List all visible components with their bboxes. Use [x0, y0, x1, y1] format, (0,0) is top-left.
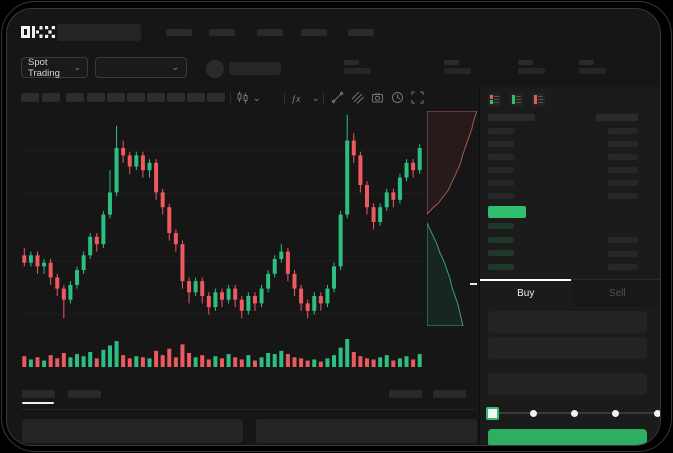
timeframe-placeholder	[42, 93, 60, 102]
chevron-down-icon: ⌄	[73, 62, 81, 72]
timeframe-placeholder	[207, 93, 225, 102]
bottom-tab[interactable]	[68, 390, 101, 398]
candle-type-icon[interactable]	[236, 91, 249, 104]
timeframe-placeholder	[107, 93, 125, 102]
nav-item-placeholder	[257, 29, 283, 36]
trendline-icon[interactable]	[331, 91, 344, 104]
bid-amount-placeholder	[608, 264, 638, 270]
pair-logo-avatar	[206, 60, 224, 78]
market-type-label: Spot Trading	[28, 56, 60, 79]
slider-handle[interactable]	[485, 407, 499, 420]
ask-amount-placeholder	[608, 141, 638, 147]
timeframe-placeholder	[66, 93, 84, 102]
chevron-down-icon[interactable]: ⌄	[312, 93, 320, 103]
bid-amount-placeholder	[608, 237, 638, 243]
okx-logo	[21, 23, 55, 41]
stat-value-placeholder	[344, 68, 371, 74]
buy-submit-button[interactable]	[488, 429, 647, 445]
chevron-down-icon: ⌄	[171, 62, 179, 72]
tab-sell[interactable]: Sell	[571, 280, 660, 307]
book-bids-icon[interactable]	[510, 93, 523, 106]
timeframe-placeholder	[127, 93, 145, 102]
nav-item-placeholder	[301, 29, 327, 36]
ask-row-placeholder	[488, 154, 514, 160]
stat-value-placeholder	[579, 68, 606, 74]
indicator-fx-icon[interactable]: ƒx	[291, 94, 301, 104]
timeframe-placeholder	[187, 93, 205, 102]
nav-item-placeholder	[166, 29, 192, 36]
ask-row-placeholder	[488, 167, 514, 173]
bottom-tab-active[interactable]	[22, 390, 55, 398]
ask-row-placeholder	[488, 180, 514, 186]
depth-overlay	[427, 111, 477, 326]
bid-row-placeholder	[488, 250, 514, 256]
stat-value-placeholder	[444, 68, 471, 74]
trade-panel: Buy Sell	[479, 87, 660, 445]
compare-icon[interactable]	[351, 91, 364, 104]
timeframe-placeholder	[87, 93, 105, 102]
bottom-panel-placeholder	[256, 419, 477, 443]
ask-row-placeholder	[488, 128, 514, 134]
chevron-down-icon[interactable]: ⌄	[253, 93, 261, 103]
ask-row-placeholder	[488, 193, 514, 199]
bid-row-placeholder	[488, 263, 514, 270]
book-header-placeholder	[596, 114, 638, 121]
ask-amount-placeholder	[608, 180, 638, 186]
timeframe-placeholder	[147, 93, 165, 102]
tab-buy[interactable]: Buy	[480, 279, 572, 307]
nav-item-placeholder	[348, 29, 374, 36]
bottom-action-placeholder[interactable]	[433, 390, 466, 398]
ask-amount-placeholder	[608, 128, 638, 134]
bid-row-placeholder	[488, 223, 514, 229]
bid-row-placeholder	[488, 236, 514, 243]
stat-label-placeholder	[444, 60, 459, 65]
bid-amount-placeholder	[608, 250, 638, 257]
timeframe-placeholder	[21, 93, 39, 102]
clock-icon[interactable]	[391, 91, 404, 104]
bottom-panel-placeholder	[22, 419, 243, 443]
last-price-bar[interactable]	[488, 206, 526, 218]
candlestick-chart[interactable]	[21, 111, 423, 333]
bottom-action-placeholder[interactable]	[389, 390, 422, 398]
slider-stop[interactable]	[571, 409, 578, 417]
pair-selector-dropdown[interactable]: ⌄	[95, 57, 187, 78]
bottom-tab-underline	[22, 402, 54, 404]
tab-buy-label: Buy	[517, 288, 535, 299]
ask-amount-placeholder	[608, 154, 638, 160]
ask-amount-placeholder	[608, 167, 638, 173]
slider-stop[interactable]	[653, 409, 660, 417]
total-input-placeholder[interactable]	[488, 373, 647, 395]
pair-name-placeholder	[229, 62, 281, 75]
camera-icon[interactable]	[371, 91, 384, 104]
ask-amount-placeholder	[608, 193, 638, 199]
stat-value-placeholder	[518, 68, 545, 74]
book-both-icon[interactable]	[488, 93, 501, 106]
slider-stop[interactable]	[612, 409, 620, 417]
stat-label-placeholder	[579, 60, 594, 65]
header-search-placeholder[interactable]	[57, 24, 141, 41]
app-window: Spot Trading ⌄ ⌄ ⌄ ƒx ⌄	[6, 8, 661, 446]
amount-input-placeholder[interactable]	[488, 337, 647, 359]
ask-row-placeholder	[488, 141, 514, 147]
book-header-placeholder	[488, 114, 535, 121]
side-tabbar: Buy Sell	[480, 279, 660, 307]
price-input-placeholder[interactable]	[488, 311, 647, 333]
tab-sell-label: Sell	[608, 288, 626, 299]
timeframe-placeholder	[167, 93, 185, 102]
stat-label-placeholder	[344, 60, 359, 65]
slider-stop[interactable]	[529, 409, 537, 417]
volume-histogram	[22, 339, 422, 367]
book-asks-icon[interactable]	[532, 93, 545, 106]
stat-label-placeholder	[518, 60, 533, 65]
bottom-divider	[21, 409, 477, 410]
active-tab-indicator	[480, 279, 571, 281]
market-type-dropdown[interactable]: Spot Trading ⌄	[21, 56, 88, 79]
fullscreen-icon[interactable]	[411, 91, 424, 104]
nav-item-placeholder	[209, 29, 235, 36]
